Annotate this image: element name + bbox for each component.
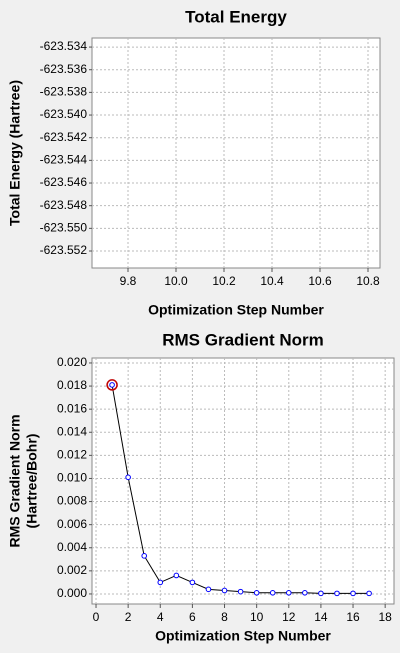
y-tick-label: 0.004 [57, 540, 87, 554]
y-tick-label: 0.018 [57, 378, 87, 392]
y-tick-label: -623.546 [40, 175, 88, 189]
x-axis-label: Optimization Step Number [148, 302, 324, 318]
y-tick-label: -623.540 [40, 107, 88, 121]
data-point [269, 589, 276, 596]
y-tick-label: -623.544 [40, 153, 88, 167]
data-point [237, 588, 244, 595]
y-tick-label: -623.542 [40, 130, 88, 144]
y-tick-label: -623.552 [40, 243, 88, 257]
y-tick-label: 0.000 [57, 586, 87, 600]
x-tick-label: 16 [346, 610, 360, 624]
x-tick-label: 2 [125, 610, 132, 624]
y-tick-label: -623.534 [40, 39, 88, 53]
data-point [141, 553, 148, 559]
x-tick-label: 10 [250, 610, 264, 624]
x-tick-label: 10.8 [356, 274, 380, 288]
y-tick-label: 0.008 [57, 494, 87, 508]
data-point [366, 590, 372, 597]
data-point [253, 589, 260, 596]
data-point [350, 590, 356, 597]
x-tick-label: 14 [314, 610, 328, 624]
y-tick-label: 0.014 [57, 424, 87, 438]
data-point [125, 474, 131, 481]
chart-title: RMS Gradient Norm [162, 330, 324, 349]
plot-area [91, 37, 381, 269]
y-axis-label: RMS Gradient Norm [7, 414, 23, 547]
x-tick-label: 12 [282, 610, 296, 624]
data-point [318, 590, 324, 597]
y-tick-label: 0.016 [57, 401, 87, 415]
data-point [173, 572, 180, 579]
x-tick-label: 10.6 [308, 274, 332, 288]
x-tick-label: 18 [378, 610, 392, 624]
x-tick-label: 10.4 [260, 274, 284, 288]
x-tick-label: 0 [93, 610, 100, 624]
x-tick-label: 8 [221, 610, 228, 624]
y-tick-label: 0.012 [57, 448, 87, 462]
y-tick-label: -623.538 [40, 85, 88, 99]
y-tick-label: -623.548 [40, 198, 88, 212]
data-point [302, 589, 308, 596]
y-tick-label: 0.006 [57, 517, 87, 531]
plot-area [91, 357, 395, 605]
x-tick-label: 6 [189, 610, 196, 624]
y-axis-label: (Hartree/Bohr) [24, 434, 40, 529]
data-point [221, 587, 228, 594]
y-axis-label: Total Energy (Hartree) [7, 80, 23, 226]
y-tick-label: 0.020 [57, 355, 87, 369]
data-point [334, 590, 340, 597]
selected-marker [106, 379, 118, 391]
y-tick-label: -623.550 [40, 221, 88, 235]
x-tick-label: 4 [157, 610, 164, 624]
data-point [205, 586, 212, 593]
x-tick-label: 10.0 [164, 274, 188, 288]
data-point [189, 579, 196, 586]
y-tick-label: 0.002 [57, 563, 87, 577]
x-tick-label: 10.2 [212, 274, 236, 288]
data-point [109, 382, 115, 388]
data-point [157, 579, 164, 586]
y-tick-label: 0.010 [57, 471, 87, 485]
x-tick-label: 9.8 [120, 274, 137, 288]
chart-title: Total Energy [185, 7, 287, 26]
y-tick-label: -623.536 [40, 62, 88, 76]
data-point [285, 589, 292, 596]
x-axis-label: Optimization Step Number [155, 628, 331, 644]
